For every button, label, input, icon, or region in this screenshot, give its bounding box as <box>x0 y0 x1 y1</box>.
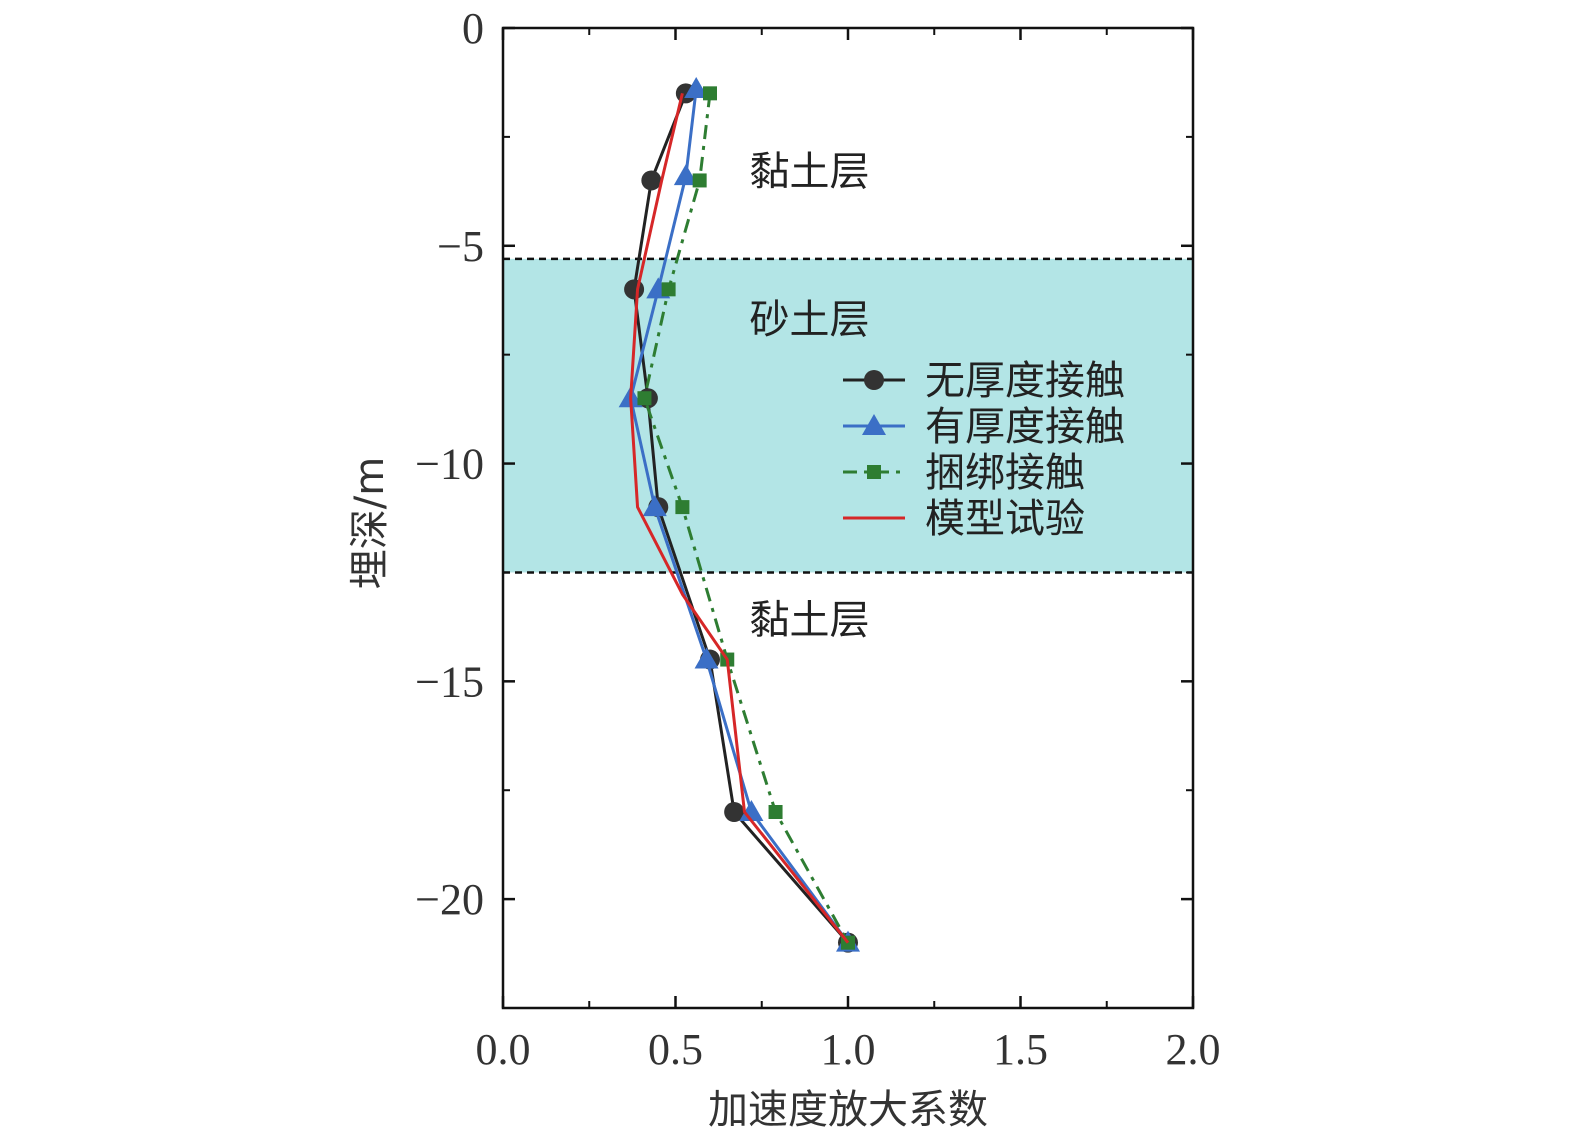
series-1-point-7 <box>724 802 745 822</box>
legend-label: 有厚度接触 <box>925 404 1125 450</box>
series-2-line <box>629 88 850 944</box>
y-tick-label: −10 <box>415 440 484 489</box>
y-tick-label: −20 <box>415 875 484 924</box>
legend-label: 捆绑接触 <box>925 450 1085 496</box>
series-2-point-1 <box>684 76 709 98</box>
series-1-point-2 <box>641 170 662 191</box>
series-3-line <box>642 93 850 944</box>
axis-ticks: 0.0 0.5 1.0 1.5 2.0 0 −5 −10 −15 −20 <box>415 4 1220 1074</box>
layer-label-1: 黏土层 <box>750 149 870 195</box>
series-4-line <box>629 92 850 944</box>
legend-item-2: 有厚度接触 <box>843 404 1125 450</box>
series-3 <box>637 86 855 950</box>
series-3-point-7 <box>768 805 783 819</box>
series-4 <box>629 92 850 944</box>
x-tick-label: 0.5 <box>648 1025 703 1074</box>
series-2-point-5 <box>642 495 667 517</box>
series-3-point-1 <box>703 86 717 101</box>
layer-label-3: 黏土层 <box>750 597 870 643</box>
sand-layer-band <box>503 258 1193 573</box>
layer-bands <box>503 257 1193 574</box>
layer-label-2: 砂土层 <box>750 297 870 343</box>
series-2-point-6 <box>694 647 719 669</box>
x-tick-label: 0.0 <box>476 1025 531 1074</box>
y-tick-label: −15 <box>415 657 484 706</box>
legend-item-4: 模型试验 <box>843 496 1085 542</box>
y-tick-label: −5 <box>437 222 484 271</box>
series-3-point-3 <box>661 282 676 297</box>
series-layer <box>618 76 860 953</box>
y-tick-label: 0 <box>462 4 484 53</box>
legend-swatch-marker <box>867 465 881 479</box>
legend-swatch-marker <box>862 414 886 435</box>
legend-label: 无厚度接触 <box>925 358 1125 404</box>
x-tick-label: 2.0 <box>1166 1025 1221 1074</box>
series-3-point-4 <box>637 391 652 406</box>
series-3-point-5 <box>675 500 690 515</box>
x-tick-label: 1.0 <box>821 1025 876 1074</box>
series-1-line <box>632 92 850 944</box>
legend-item-1: 无厚度接触 <box>843 358 1125 404</box>
legend-item-3: 捆绑接触 <box>843 450 1085 496</box>
series-2-point-2 <box>673 164 698 186</box>
x-tick-label: 1.5 <box>993 1025 1048 1074</box>
legend-label: 模型试验 <box>925 496 1085 542</box>
series-3-point-2 <box>692 173 707 188</box>
legend-swatch-marker <box>864 370 884 390</box>
series-1-point-3 <box>624 279 645 300</box>
y-axis-title: 埋深/m <box>347 457 393 589</box>
series-2-point-7 <box>739 800 764 821</box>
x-axis-title: 加速度放大系数 <box>708 1087 988 1133</box>
